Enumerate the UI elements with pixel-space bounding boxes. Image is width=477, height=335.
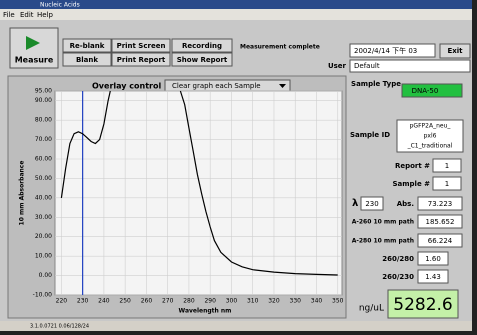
menu-item[interactable]: File — [3, 11, 15, 19]
version: 3.1.0.0721 0.06/128/24 — [30, 324, 89, 330]
y-tick-label: 0.00 — [39, 272, 53, 279]
sample-id-line: _C1_traditional — [407, 143, 453, 150]
plot-area — [55, 91, 342, 295]
field-value: 1.60 — [425, 255, 441, 263]
x-tick-label: 340 — [311, 298, 323, 305]
x-tick-label: 330 — [290, 298, 302, 305]
field-label: Sample # — [392, 180, 430, 188]
field-label: λ — [352, 198, 359, 209]
y-tick-label: 80.00 — [35, 117, 52, 124]
button-label: Measure — [15, 56, 54, 65]
y-tick-label: 95.00 — [35, 88, 52, 95]
x-tick-label: 320 — [268, 298, 280, 305]
field-label: A-280 10 mm path — [352, 238, 414, 245]
user: Default — [354, 62, 380, 70]
y-tick-label: 50.00 — [35, 175, 52, 182]
button-label: Print Report — [117, 56, 166, 64]
field-value: 230 — [365, 200, 378, 208]
button-label: Show Report — [177, 56, 228, 64]
field-value: 73.223 — [428, 200, 453, 208]
field-value: 1 — [445, 162, 449, 170]
button-group: Re-blank Print Screen Recording Blank Pr… — [63, 39, 232, 66]
x-tick-label: 230 — [77, 298, 89, 305]
x-tick-label: 350 — [332, 298, 344, 305]
y-tick-label: 90.00 — [35, 97, 52, 104]
button-label: Recording — [182, 42, 222, 50]
button-label: Re-blank — [70, 42, 105, 50]
x-tick-label: 220 — [56, 298, 68, 305]
y-axis-label: 10 mm Absorbance — [19, 161, 26, 226]
datetime: 2002/4/14 下午 03 — [354, 46, 417, 55]
x-tick-label: 260 — [141, 298, 153, 305]
y-tick-label: 20.00 — [35, 233, 52, 240]
x-tick-label: 240 — [98, 298, 110, 305]
button-label: Print Screen — [117, 42, 166, 50]
app-window: Nucleic Acids File Edit Help Measure Re-… — [0, 0, 477, 331]
field-label: 260/280 — [382, 255, 414, 263]
sample-id-line: pGFP2A_neu_ — [410, 123, 452, 130]
sample-type-label: Sample Type — [351, 80, 401, 88]
y-tick-label: 40.00 — [35, 194, 52, 201]
field-value: 66.224 — [428, 237, 453, 245]
overlay-option: Clear graph each Sample — [172, 82, 261, 90]
field-label: Report # — [395, 162, 430, 170]
y-tick-label: 70.00 — [35, 136, 52, 143]
field-label: 260/230 — [382, 273, 414, 281]
y-tick-label: 30.00 — [35, 214, 52, 221]
button-label: Exit — [447, 47, 463, 55]
button-label: Blank — [76, 56, 98, 64]
field-value: 185.652 — [426, 218, 455, 226]
status-text: Measurement complete — [240, 44, 320, 51]
sample-id-line: pxl6 — [424, 133, 437, 140]
window-title: Nucleic Acids — [40, 2, 80, 9]
field-label: Abs. — [397, 200, 414, 208]
page: {"window":{"title":"Nucleic Acids","vers… — [0, 0, 477, 331]
x-tick-label: 310 — [247, 298, 259, 305]
y-tick-label: 60.00 — [35, 156, 52, 163]
conc-value: 5282.6 — [393, 295, 452, 315]
x-tick-label: 290 — [204, 298, 216, 305]
sample-id-label: Sample ID — [350, 131, 390, 139]
field-value: 1 — [445, 180, 449, 188]
field-value: 1.43 — [425, 273, 441, 281]
x-tick-label: 250 — [119, 298, 131, 305]
x-axis-label: Wavelength nm — [179, 308, 232, 315]
sample-type: DNA-50 — [412, 87, 439, 95]
user-label: User — [328, 62, 347, 70]
field-label: ng/uL — [359, 304, 384, 314]
x-tick-label: 300 — [226, 298, 238, 305]
y-tick-label: 10.00 — [35, 253, 52, 260]
menu-item[interactable]: Help — [37, 11, 54, 19]
overlay-label: Overlay control — [92, 82, 161, 91]
field-label: A-260 10 mm path — [352, 219, 414, 226]
x-tick-label: 280 — [183, 298, 195, 305]
x-tick-label: 270 — [162, 298, 174, 305]
menu-bar — [0, 9, 472, 20]
y-tick-label: -10.00 — [33, 292, 53, 299]
menu-item[interactable]: Edit — [20, 11, 34, 19]
